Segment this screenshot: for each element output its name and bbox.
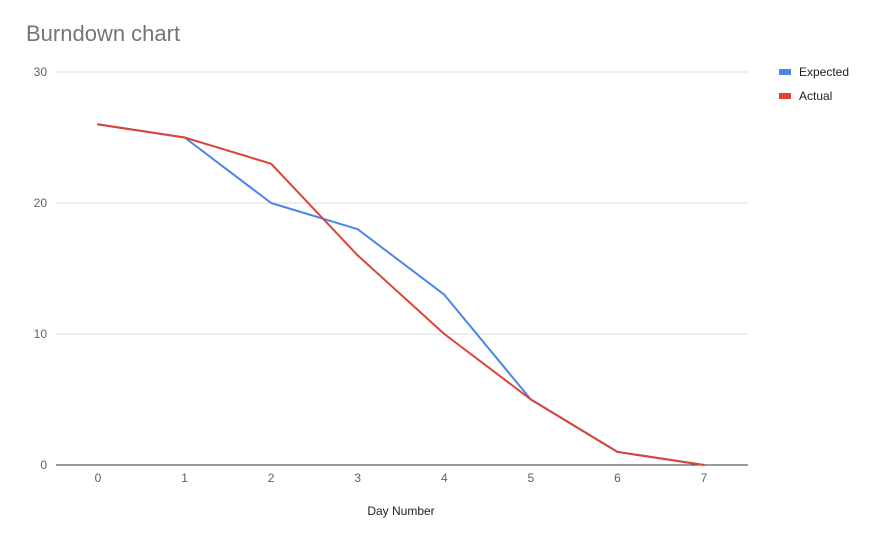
x-tick-label-4: 4 [441, 471, 448, 485]
legend-swatch-actual [779, 93, 791, 99]
legend-swatch-expected [779, 69, 791, 75]
x-tick-label-6: 6 [614, 471, 621, 485]
y-tick-label-10: 10 [34, 327, 48, 341]
x-tick-label-7: 7 [701, 471, 708, 485]
axes: 0 10 20 30 0 1 2 3 4 5 6 7 [34, 65, 748, 485]
legend-label-expected: Expected [799, 65, 849, 79]
legend-label-actual: Actual [799, 89, 832, 103]
y-tick-label-30: 30 [34, 65, 48, 79]
y-tick-label-0: 0 [40, 458, 47, 472]
x-tick-label-2: 2 [268, 471, 275, 485]
x-tick-label-5: 5 [528, 471, 535, 485]
x-tick-label-1: 1 [181, 471, 188, 485]
gridlines [56, 71, 748, 335]
chart-title: Burndown chart [26, 21, 181, 46]
series-line-actual [97, 123, 705, 466]
x-axis-title: Day Number [367, 504, 434, 518]
legend: Expected Actual [779, 65, 849, 103]
series-lines [97, 123, 705, 466]
y-tick-label-20: 20 [34, 196, 48, 210]
x-tick-label-0: 0 [95, 471, 102, 485]
x-tick-label-3: 3 [354, 471, 361, 485]
